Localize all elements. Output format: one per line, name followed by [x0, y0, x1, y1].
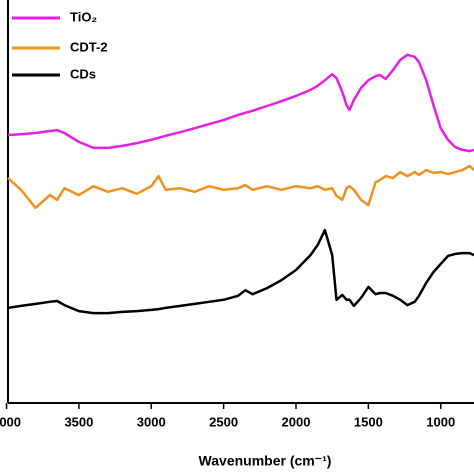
x-tick-label: 3500	[64, 414, 93, 429]
legend-label: CDT-2	[70, 39, 108, 54]
x-tick-label: 1000	[426, 414, 455, 429]
legend-label: TiO₂	[70, 9, 97, 24]
series-line	[7, 53, 474, 153]
series-line	[7, 164, 474, 210]
series-line	[7, 228, 474, 315]
x-tick-label: 2000	[282, 414, 311, 429]
x-axis-title: Wavenumber (cm⁻¹)	[199, 453, 332, 469]
x-tick-label: 3000	[137, 414, 166, 429]
x-tick-label: 2500	[209, 414, 238, 429]
legend-label: CDs	[70, 66, 96, 81]
x-tick-label: 4000	[0, 414, 21, 429]
x-tick-label: 1500	[354, 414, 383, 429]
